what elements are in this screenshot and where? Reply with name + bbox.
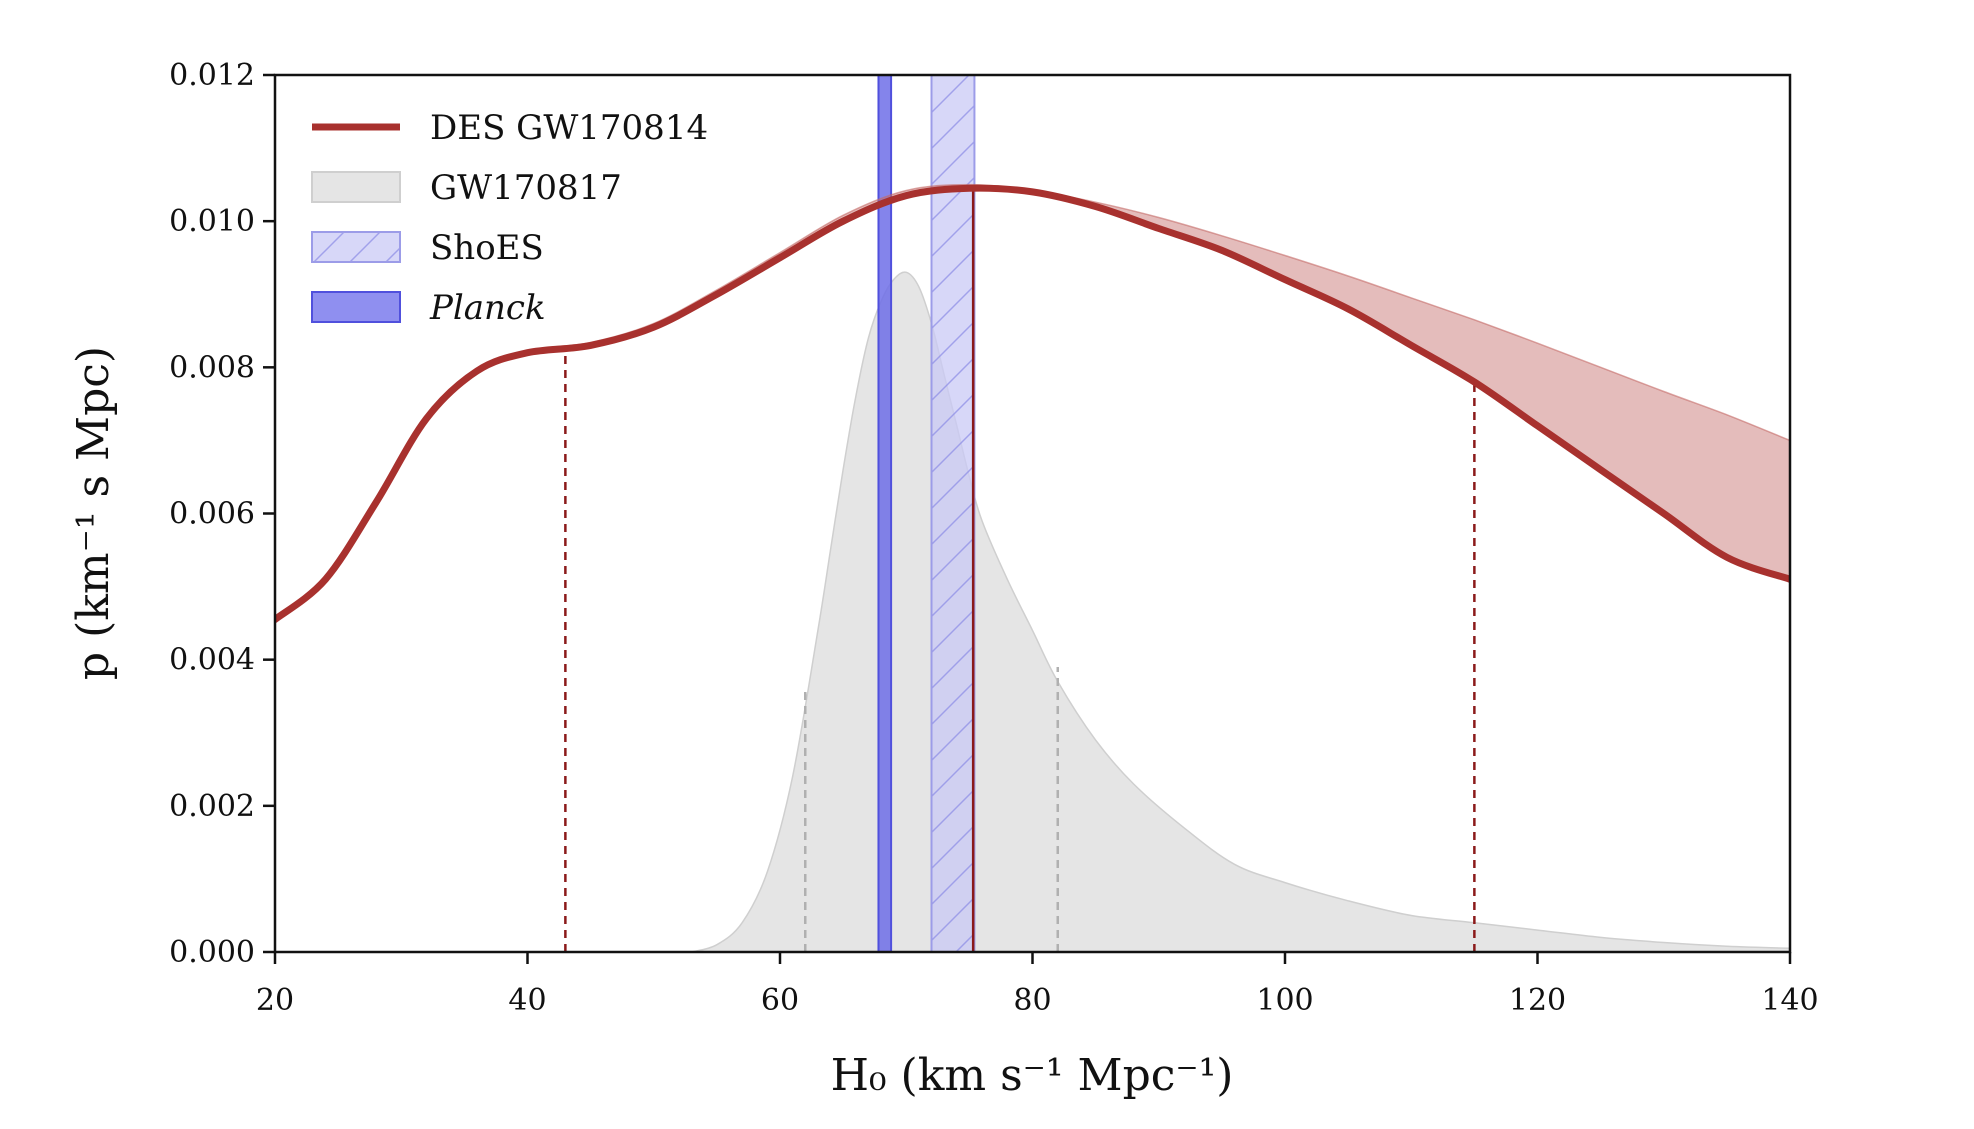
- y-tick-label-0.010: 0.010: [169, 204, 255, 239]
- x-tick-label-60: 60: [761, 983, 799, 1018]
- legend-swatch-planck: [311, 291, 401, 323]
- des-gw170814-line: [275, 184, 1790, 623]
- shoes-band: [930, 75, 976, 952]
- y-tick-label-0.002: 0.002: [169, 789, 255, 824]
- legend: DES GW170814 GW170817 ShoES Planck: [311, 108, 708, 328]
- plot-area: [275, 75, 1790, 952]
- planck-band: [877, 75, 893, 952]
- x-tick-label-20: 20: [256, 983, 294, 1018]
- x-tick-label-100: 100: [1256, 983, 1313, 1018]
- legend-label-gw170817: GW170817: [430, 168, 622, 208]
- x-tick-label-140: 140: [1761, 983, 1818, 1018]
- y-tick-label-0.006: 0.006: [169, 497, 255, 532]
- axes: 20 40 60 80 100 120 140 0.000 0.002 0.004 0.006 0.0…: [169, 58, 1819, 1018]
- legend-swatch-shoes: [311, 231, 401, 263]
- x-tick-label-80: 80: [1013, 983, 1051, 1018]
- y-tick-label-0.008: 0.008: [169, 350, 255, 385]
- y-tick-label-0.000: 0.000: [169, 935, 255, 970]
- gw170817-area: [691, 271, 1790, 952]
- legend-label-shoes: ShoES: [430, 228, 544, 268]
- y-tick-label-0.004: 0.004: [169, 643, 255, 678]
- legend-swatch-gw170817: [311, 171, 401, 203]
- x-tick-label-40: 40: [508, 983, 546, 1018]
- y-tick-label-0.012: 0.012: [169, 58, 255, 93]
- x-axis-label: H₀ (km s⁻¹ Mpc⁻¹): [831, 1050, 1234, 1101]
- legend-label-des-gw170814: DES GW170814: [430, 108, 708, 148]
- legend-label-planck: Planck: [429, 288, 546, 328]
- x-tick-label-120: 120: [1509, 983, 1566, 1018]
- y-axis-label: p (km⁻¹ s Mpc): [68, 346, 119, 680]
